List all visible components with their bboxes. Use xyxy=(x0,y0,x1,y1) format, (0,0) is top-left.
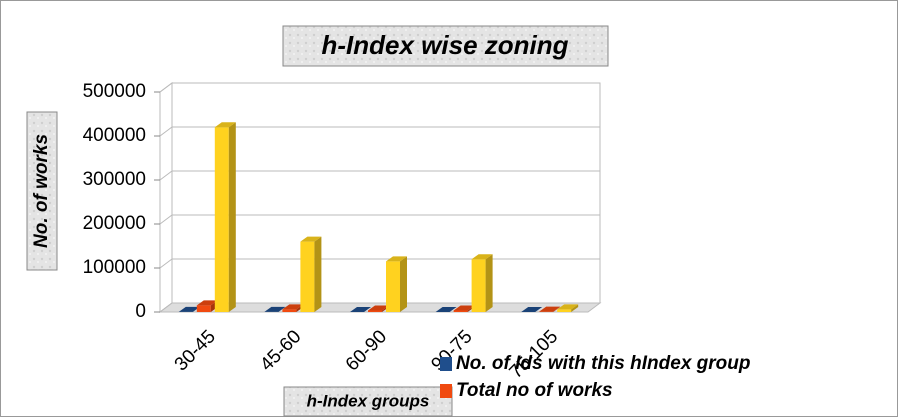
grid-line xyxy=(159,302,600,313)
y-tick-label: 300000 xyxy=(83,169,146,190)
y-axis-label: No. of works xyxy=(31,134,52,248)
bar xyxy=(539,306,561,312)
y-tick-label: 500000 xyxy=(83,81,146,102)
grid-line xyxy=(159,126,600,137)
y-tick-label: 400000 xyxy=(83,125,146,146)
side-wall xyxy=(159,82,173,313)
bar xyxy=(264,306,286,312)
chart-title: h-Index wise zoning xyxy=(321,30,568,60)
x-label-box xyxy=(283,386,453,417)
y-tick-label: 100000 xyxy=(83,257,146,278)
y-tick-label: 0 xyxy=(135,301,146,322)
x-axis-label: h-Index groups xyxy=(307,391,430,410)
bar xyxy=(521,306,543,312)
grid-line xyxy=(159,82,600,93)
grid-line xyxy=(159,170,600,181)
title-box xyxy=(282,25,609,67)
bar xyxy=(471,254,493,312)
bar xyxy=(386,256,407,312)
grid-line xyxy=(159,214,600,225)
legend-label: Total no of works xyxy=(456,380,613,401)
bar xyxy=(196,300,218,312)
legend-swatch xyxy=(440,357,452,371)
bar xyxy=(300,236,322,312)
legend-label: No. of Ids with this hIndex group xyxy=(456,353,750,374)
bar xyxy=(214,122,236,312)
bar xyxy=(435,306,457,312)
y-label-box xyxy=(26,111,58,271)
legend-swatch xyxy=(440,384,452,398)
y-tick-label: 200000 xyxy=(83,213,146,234)
bar xyxy=(557,304,579,312)
grid-line xyxy=(159,258,600,269)
bar xyxy=(350,306,371,312)
